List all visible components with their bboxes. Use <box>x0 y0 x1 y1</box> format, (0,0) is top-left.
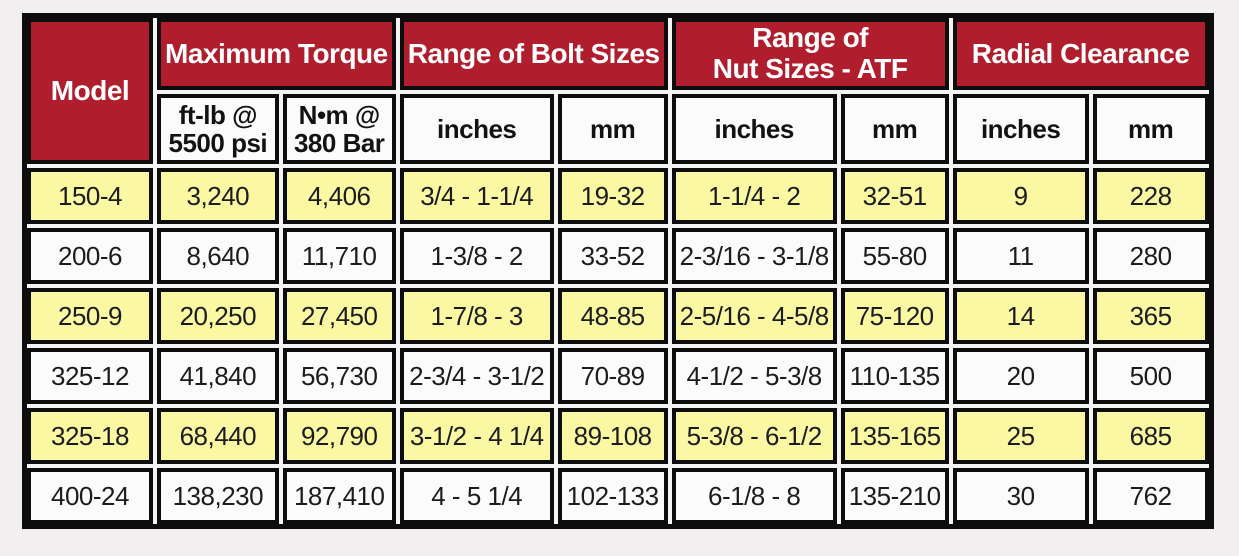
cell-bolt-mm: 70-89 <box>557 348 668 404</box>
group-header-radial-clearance: Radial Clearance <box>952 18 1209 90</box>
cell-radial-inches: 14 <box>952 288 1089 344</box>
group-header-label: Maximum Torque <box>165 37 388 69</box>
sub-header-bolt-mm: mm <box>557 94 668 164</box>
cell-radial-mm: 762 <box>1092 468 1209 524</box>
group-header-maximum-torque: Maximum Torque <box>157 18 396 90</box>
cell-torque-ftlb: 8,640 <box>157 228 279 284</box>
spec-table-frame: Model Maximum Torque Range of Bolt Sizes… <box>22 13 1214 529</box>
sub-header-label: ft-lb @ <box>178 99 258 130</box>
group-header-label: Range of <box>752 22 868 54</box>
cell-torque-nm: 92,790 <box>282 408 396 464</box>
group-header-label: Radial Clearance <box>971 37 1190 69</box>
sub-header-label: N•m @ <box>298 99 381 130</box>
cell-model: 150-4 <box>27 168 153 224</box>
cell-torque-nm: 187,410 <box>282 468 396 524</box>
cell-torque-ftlb: 3,240 <box>157 168 279 224</box>
table-row: 325-18 68,440 92,790 3-1/2 - 4 1/4 89-10… <box>27 408 1209 464</box>
cell-model: 400-24 <box>27 468 153 524</box>
group-header-nut-sizes-atf: Range of Nut Sizes - ATF <box>671 18 949 90</box>
group-header-label: Range of Bolt Sizes <box>407 37 660 69</box>
table-row: 200-6 8,640 11,710 1-3/8 - 2 33-52 2-3/1… <box>27 228 1209 284</box>
cell-model: 325-18 <box>27 408 153 464</box>
cell-bolt-inches: 1-3/8 - 2 <box>399 228 554 284</box>
cell-model: 200-6 <box>27 228 153 284</box>
cell-torque-ftlb: 41,840 <box>157 348 279 404</box>
group-header-label: Nut Sizes - ATF <box>712 53 908 84</box>
cell-nut-mm: 55-80 <box>840 228 949 284</box>
cell-nut-mm: 75-120 <box>840 288 949 344</box>
cell-model: 325-12 <box>27 348 153 404</box>
sub-header-radial-inches: inches <box>952 94 1089 164</box>
cell-torque-ftlb: 68,440 <box>157 408 279 464</box>
table-row: 150-4 3,240 4,406 3/4 - 1-1/4 19-32 1-1/… <box>27 168 1209 224</box>
sub-header-radial-mm: mm <box>1092 94 1209 164</box>
sub-header-nut-mm: mm <box>840 94 949 164</box>
spec-table: Model Maximum Torque Range of Bolt Sizes… <box>27 18 1209 524</box>
cell-radial-inches: 30 <box>952 468 1089 524</box>
cell-torque-nm: 27,450 <box>282 288 396 344</box>
table-row: 250-9 20,250 27,450 1-7/8 - 3 48-85 2-5/… <box>27 288 1209 344</box>
cell-radial-inches: 9 <box>952 168 1089 224</box>
cell-nut-mm: 32-51 <box>840 168 949 224</box>
cell-radial-inches: 20 <box>952 348 1089 404</box>
cell-nut-mm: 135-210 <box>840 468 949 524</box>
cell-bolt-mm: 89-108 <box>557 408 668 464</box>
cell-nut-inches: 6-1/8 - 8 <box>671 468 837 524</box>
column-header-model: Model <box>27 18 153 164</box>
cell-radial-inches: 11 <box>952 228 1089 284</box>
cell-bolt-inches: 1-7/8 - 3 <box>399 288 554 344</box>
cell-bolt-mm: 19-32 <box>557 168 668 224</box>
cell-nut-inches: 1-1/4 - 2 <box>671 168 837 224</box>
cell-radial-mm: 365 <box>1092 288 1209 344</box>
cell-bolt-mm: 102-133 <box>557 468 668 524</box>
cell-torque-ftlb: 138,230 <box>157 468 279 524</box>
table-row: 325-12 41,840 56,730 2-3/4 - 3-1/2 70-89… <box>27 348 1209 404</box>
cell-torque-nm: 56,730 <box>282 348 396 404</box>
cell-nut-inches: 5-3/8 - 6-1/2 <box>671 408 837 464</box>
sub-header-bolt-inches: inches <box>399 94 554 164</box>
cell-bolt-mm: 33-52 <box>557 228 668 284</box>
cell-model: 250-9 <box>27 288 153 344</box>
cell-radial-mm: 500 <box>1092 348 1209 404</box>
cell-bolt-inches: 3/4 - 1-1/4 <box>399 168 554 224</box>
cell-radial-inches: 25 <box>952 408 1089 464</box>
cell-radial-mm: 228 <box>1092 168 1209 224</box>
sub-header-label: 5500 psi <box>168 128 268 158</box>
table-row: 400-24 138,230 187,410 4 - 5 1/4 102-133… <box>27 468 1209 524</box>
cell-radial-mm: 280 <box>1092 228 1209 284</box>
cell-bolt-inches: 3-1/2 - 4 1/4 <box>399 408 554 464</box>
cell-torque-nm: 11,710 <box>282 228 396 284</box>
sub-header-label: 380 Bar <box>293 128 385 158</box>
cell-torque-nm: 4,406 <box>282 168 396 224</box>
cell-bolt-inches: 2-3/4 - 3-1/2 <box>399 348 554 404</box>
cell-nut-inches: 2-5/16 - 4-5/8 <box>671 288 837 344</box>
group-header-bolt-sizes: Range of Bolt Sizes <box>399 18 668 90</box>
cell-torque-ftlb: 20,250 <box>157 288 279 344</box>
cell-nut-inches: 2-3/16 - 3-1/8 <box>671 228 837 284</box>
cell-radial-mm: 685 <box>1092 408 1209 464</box>
cell-nut-mm: 110-135 <box>840 348 949 404</box>
cell-nut-mm: 135-165 <box>840 408 949 464</box>
sub-header-torque-nm: N•m @ 380 Bar <box>282 94 396 164</box>
cell-bolt-inches: 4 - 5 1/4 <box>399 468 554 524</box>
sub-header-nut-inches: inches <box>671 94 837 164</box>
cell-nut-inches: 4-1/2 - 5-3/8 <box>671 348 837 404</box>
sub-header-torque-ftlb: ft-lb @ 5500 psi <box>157 94 279 164</box>
cell-bolt-mm: 48-85 <box>557 288 668 344</box>
